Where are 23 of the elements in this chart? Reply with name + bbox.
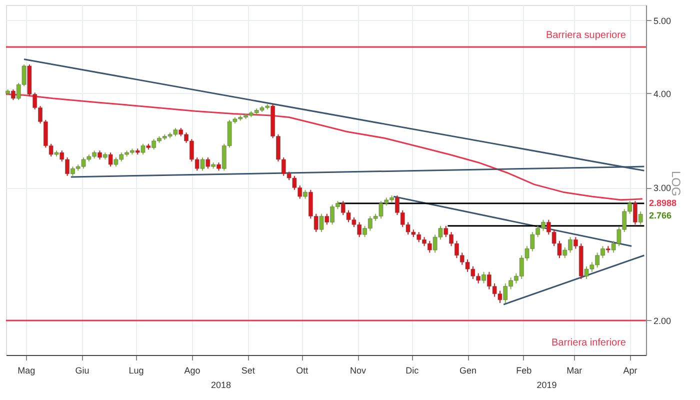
text: 2.766 <box>649 210 672 221</box>
text: 2018 <box>211 380 232 390</box>
x-tick-label: Set <box>241 366 256 376</box>
ref-line-label: Barriera inferiore <box>552 337 626 348</box>
x-tick-label: Apr <box>623 366 638 376</box>
text: 2019 <box>536 380 557 390</box>
ref-line-label: Barriera superiore <box>546 30 626 41</box>
x-tick-label: Ott <box>296 366 309 376</box>
line-series <box>5 94 644 201</box>
y-tick-label: 4.00 <box>654 88 672 99</box>
y-tick-label: 2.00 <box>654 316 672 326</box>
x-tick-label: Mar <box>566 366 582 376</box>
x-tick-label: Giu <box>75 366 90 376</box>
x-tick-label: Nov <box>350 366 367 376</box>
text: 2.8988 <box>649 198 677 208</box>
x-tick-label: Ago <box>184 366 200 376</box>
x-tick-label: Gen <box>460 366 477 376</box>
x-tick-label: Feb <box>516 366 532 376</box>
y-tick-label: 3.00 <box>654 183 672 194</box>
x-tick-label: Lug <box>128 366 144 376</box>
y-tick-label: 5.00 <box>654 16 672 26</box>
x-tick-label: Mag <box>18 366 36 376</box>
x-tick-label: Dic <box>406 366 420 376</box>
